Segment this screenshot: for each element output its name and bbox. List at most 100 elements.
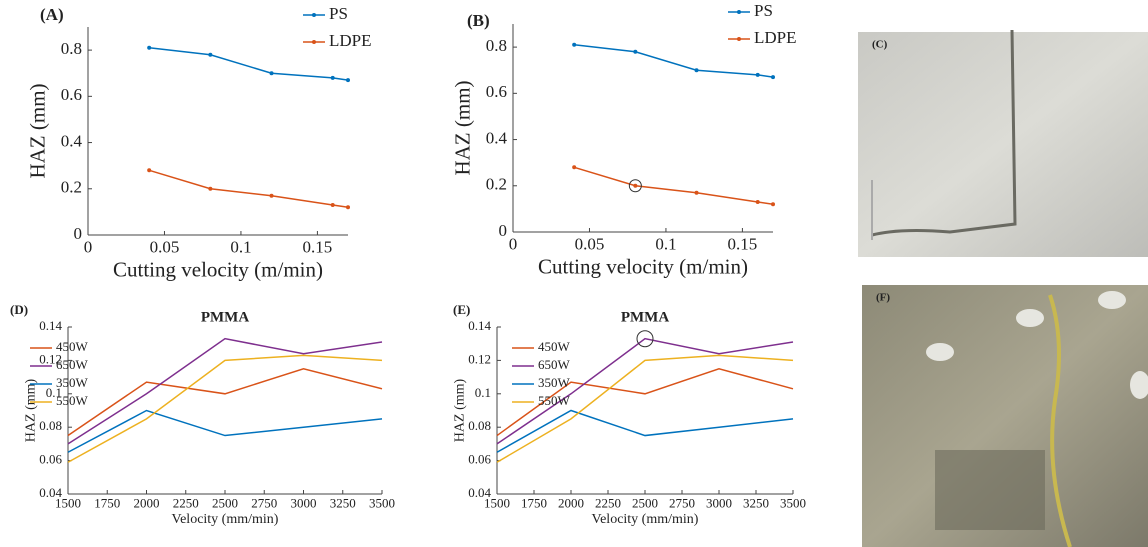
legend-label: 650W [538,357,571,372]
point [208,52,213,57]
x-axis-label: Cutting velocity (m/min) [538,255,748,279]
photo-f: (F) [862,285,1148,547]
y-tick-label: 0.12 [468,351,491,366]
point [330,202,335,207]
x-tick-label: 3250 [743,495,769,510]
x-tick-label: 3000 [706,495,732,510]
x-tick-label: 2250 [595,495,621,510]
x-tick-label: 0.15 [728,235,758,254]
point [771,202,775,207]
y-tick-label: 0.14 [468,318,491,333]
x-tick-label: 1750 [94,495,120,510]
y-tick-label: 0.6 [61,85,82,104]
y-tick-label: 0.1 [46,385,62,400]
point [269,193,274,198]
x-tick-label: 1500 [484,495,510,510]
point [694,190,699,195]
y-axis-label: HAZ (mm) [25,83,49,178]
y-tick-label: 0.06 [468,452,491,467]
point [346,78,350,83]
legend-label: 450W [538,339,571,354]
series-line [496,337,794,445]
series-line [496,409,794,453]
point [755,72,760,77]
legend-marker [737,10,741,14]
legend-label: 550W [56,393,89,408]
y-tick-label: 0.8 [61,39,82,58]
point [694,68,699,73]
point [755,199,760,204]
y-tick-label: 0.04 [468,485,491,500]
series-line [574,44,774,78]
x-axis-label: Cutting velocity (m/min) [113,258,323,282]
x-tick-label: 2500 [212,495,238,510]
legend-label: PS [329,4,348,23]
point [269,71,274,76]
y-tick-label: 0.2 [61,178,82,197]
y-tick-label: 0.8 [486,36,507,55]
x-tick-label: 0.1 [655,235,676,254]
legend-label: LDPE [754,28,797,47]
x-tick-label: 0.1 [230,238,251,257]
x-tick-label: 3500 [780,495,806,510]
legend-label: 650W [56,357,89,372]
series-line [67,337,383,445]
series-line [496,354,794,463]
x-tick-label: 3500 [369,495,395,510]
point [208,186,213,191]
x-tick-label: 2000 [558,495,584,510]
legend-label: 350W [56,375,89,390]
y-tick-label: 0 [74,224,83,243]
x-tick-label: 0.05 [150,238,180,257]
x-tick-label: 3000 [291,495,317,510]
series-line [496,367,794,437]
legend-marker [312,13,316,17]
x-axis-label: Velocity (mm/min) [172,512,279,527]
legend-label: PS [754,1,773,20]
point [147,168,152,173]
point [346,205,350,210]
series-line [67,367,383,437]
x-axis-label: Velocity (mm/min) [592,512,699,527]
series-line [573,166,774,206]
point [147,45,152,50]
y-tick-label: 0.6 [486,82,507,101]
chart: 0.04 0.06 0.08 0.1 0.12 0.14 1500 1750 2000 2250 2… [10,302,395,527]
panel-label: (F) [876,292,890,304]
series-line [148,169,349,209]
x-tick-label: 2750 [251,495,277,510]
point [572,165,577,170]
panel-label: (D) [10,302,28,317]
x-tick-label: 2000 [134,495,160,510]
chart-title: PMMA [201,309,249,325]
panel-label: (A) [40,5,64,24]
legend-marker [737,37,741,41]
highlight-circle [636,330,654,348]
photo-c: (C) [858,29,1148,257]
x-tick-label: 0.15 [303,238,333,257]
panel-label: (E) [453,302,470,317]
legend-label: 450W [56,339,89,354]
y-axis-label: HAZ (mm) [453,378,468,442]
chart: 0.04 0.06 0.08 0.1 0.12 0.14 1500 1750 2000 2250 2… [453,302,806,527]
y-tick-label: 0.14 [39,318,62,333]
x-tick-label: 1750 [521,495,547,510]
series-line [67,409,383,453]
x-tick-label: 0.05 [575,235,605,254]
x-tick-label: 0 [509,235,518,254]
x-tick-label: 2250 [173,495,199,510]
y-tick-label: 0.4 [61,131,83,150]
x-tick-label: 0 [84,238,93,257]
y-tick-label: 0.4 [486,128,508,147]
point [330,75,335,80]
x-tick-label: 2750 [669,495,695,510]
y-tick-label: 0.2 [486,175,507,194]
point [633,49,638,54]
panel-label: (B) [467,11,490,30]
x-tick-label: 1500 [55,495,81,510]
point [572,42,577,47]
point [633,183,638,188]
